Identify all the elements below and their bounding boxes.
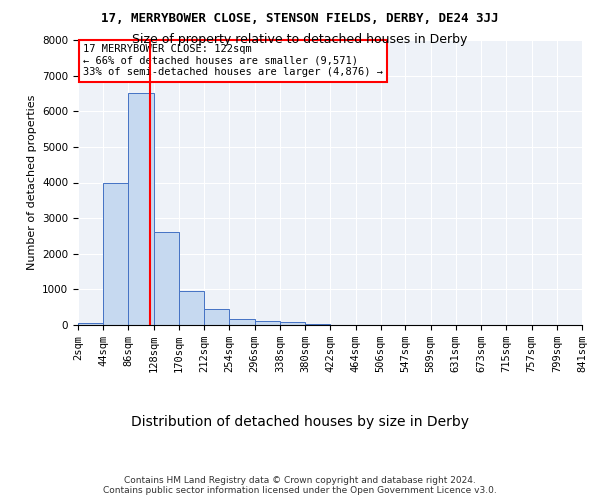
Bar	[103, 182, 128, 325]
Text: Contains HM Land Registry data © Crown copyright and database right 2024.
Contai: Contains HM Land Registry data © Crown c…	[103, 476, 497, 495]
Bar	[179, 291, 204, 325]
Text: Distribution of detached houses by size in Derby: Distribution of detached houses by size …	[131, 415, 469, 429]
Bar	[78, 323, 103, 325]
Bar	[280, 322, 305, 325]
Bar	[254, 320, 280, 325]
Bar	[305, 324, 331, 325]
Bar	[229, 319, 254, 325]
Y-axis label: Number of detached properties: Number of detached properties	[26, 95, 37, 270]
Bar	[128, 94, 154, 325]
Text: Size of property relative to detached houses in Derby: Size of property relative to detached ho…	[133, 32, 467, 46]
Text: 17, MERRYBOWER CLOSE, STENSON FIELDS, DERBY, DE24 3JJ: 17, MERRYBOWER CLOSE, STENSON FIELDS, DE…	[101, 12, 499, 26]
Text: 17 MERRYBOWER CLOSE: 122sqm
← 66% of detached houses are smaller (9,571)
33% of : 17 MERRYBOWER CLOSE: 122sqm ← 66% of det…	[83, 44, 383, 78]
Bar	[154, 232, 179, 325]
Bar	[204, 309, 229, 325]
